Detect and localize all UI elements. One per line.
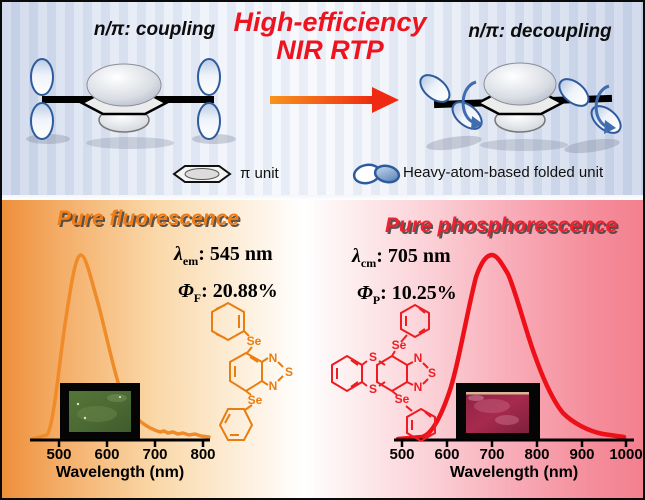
- decoupling-label: n/π: decoupling: [468, 21, 612, 42]
- atom-label-se: Se: [248, 393, 263, 407]
- x-tick-label: 900: [569, 446, 595, 463]
- atom-label-n: N: [269, 379, 278, 393]
- phi-value: : 10.25%: [380, 282, 457, 304]
- pi-unit-legend-icon: [172, 165, 232, 183]
- phosphorescence-spectrum: [394, 252, 634, 447]
- phi-symbol: Φ: [357, 282, 373, 304]
- shadow: [86, 137, 174, 149]
- pi-cloud-top: [86, 63, 162, 107]
- phi-subscript: P: [372, 293, 381, 307]
- x-tick-label: 800: [524, 446, 550, 463]
- lambda-value: : 705 nm: [376, 245, 451, 267]
- atom-label-se: Se: [395, 392, 410, 406]
- fluorescence-x-axis-label: Wavelength (nm): [55, 464, 185, 481]
- orbital-lobe: [30, 102, 54, 140]
- phosphorescence-title: Pure phosphorescence: [385, 214, 618, 237]
- shadow: [480, 139, 568, 151]
- decoupled-molecule: [419, 62, 622, 154]
- phosphorescence-x-axis-label: Wavelength (nm): [449, 464, 579, 481]
- lambda-subscript: em: [182, 254, 199, 268]
- atom-label-se: Se: [392, 338, 407, 352]
- shadow: [426, 135, 482, 151]
- phosphorescence-lambda-line: λcm: 705 nm: [352, 245, 451, 271]
- pi-cloud-top: [483, 62, 557, 106]
- phi-value: : 20.88%: [201, 280, 278, 302]
- x-tick-label: 700: [479, 446, 505, 463]
- orbital-lobe: [197, 58, 221, 96]
- shadow: [564, 138, 620, 154]
- x-tick-label: 1000: [609, 446, 643, 463]
- panel-separator: [2, 195, 643, 200]
- fluorescence-title: Pure fluorescence: [57, 207, 240, 230]
- atom-label-s: S: [369, 350, 377, 364]
- orbital-lobe: [197, 102, 221, 140]
- x-tick-label: 500: [46, 446, 72, 463]
- headline: High-efficiency NIR RTP: [230, 8, 430, 64]
- fluorophore-structure: Se N S N Se: [211, 301, 293, 441]
- atom-label-se: Se: [247, 334, 262, 348]
- lambda-value: : 545 nm: [198, 243, 273, 265]
- headline-line1: High-efficiency: [233, 7, 427, 37]
- phi-symbol: Φ: [178, 280, 194, 302]
- fluorescence-phi-line: ΦF: 20.88%: [178, 280, 278, 306]
- atom-label-n: N: [269, 351, 278, 365]
- fluorescence-inset-photo: [60, 383, 140, 439]
- atom-label-n: N: [414, 351, 423, 365]
- atom-label-n: N: [414, 380, 423, 394]
- fluorescence-lambda-line: λem: 545 nm: [174, 243, 273, 269]
- coupling-label: n/π: coupling: [93, 19, 216, 40]
- x-tick-label: 800: [190, 446, 216, 463]
- x-tick-label: 600: [94, 446, 120, 463]
- orbital-lobe: [30, 58, 54, 96]
- atom-label-s: S: [428, 366, 436, 380]
- rotation-arrow: [461, 80, 477, 125]
- rotation-arrow: [594, 84, 610, 129]
- lambda-symbol: λ: [174, 243, 183, 265]
- folded-unit-legend-icon: [352, 163, 401, 185]
- phosphorescence-inset-photo: [456, 383, 540, 439]
- coupled-molecule: [26, 58, 236, 149]
- rotation-arrowhead: [471, 116, 483, 130]
- phi-subscript: F: [193, 291, 202, 305]
- x-tick-label: 700: [142, 446, 168, 463]
- legend-folded-unit-label: Heavy-atom-based folded unit: [403, 164, 604, 181]
- fluorescence-curve: [30, 253, 211, 441]
- reaction-arrow: [270, 87, 399, 113]
- legend-pi-unit-label: π unit: [240, 165, 279, 182]
- phosphorescence-phi-line: ΦP: 10.25%: [357, 282, 457, 308]
- lambda-symbol: λ: [352, 245, 361, 267]
- x-tick-label: 500: [389, 446, 415, 463]
- phosphorescence-curve: [395, 252, 627, 442]
- fluorescence-spectrum: [30, 253, 211, 447]
- lambda-subscript: cm: [360, 256, 377, 270]
- phosphor-structure: S S Se N S N Se: [331, 303, 436, 443]
- atom-label-s: S: [285, 365, 293, 379]
- atom-label-s: S: [369, 382, 377, 396]
- headline-line2: NIR RTP: [276, 35, 384, 66]
- x-tick-label: 600: [434, 446, 460, 463]
- rotation-arrowhead: [604, 120, 616, 134]
